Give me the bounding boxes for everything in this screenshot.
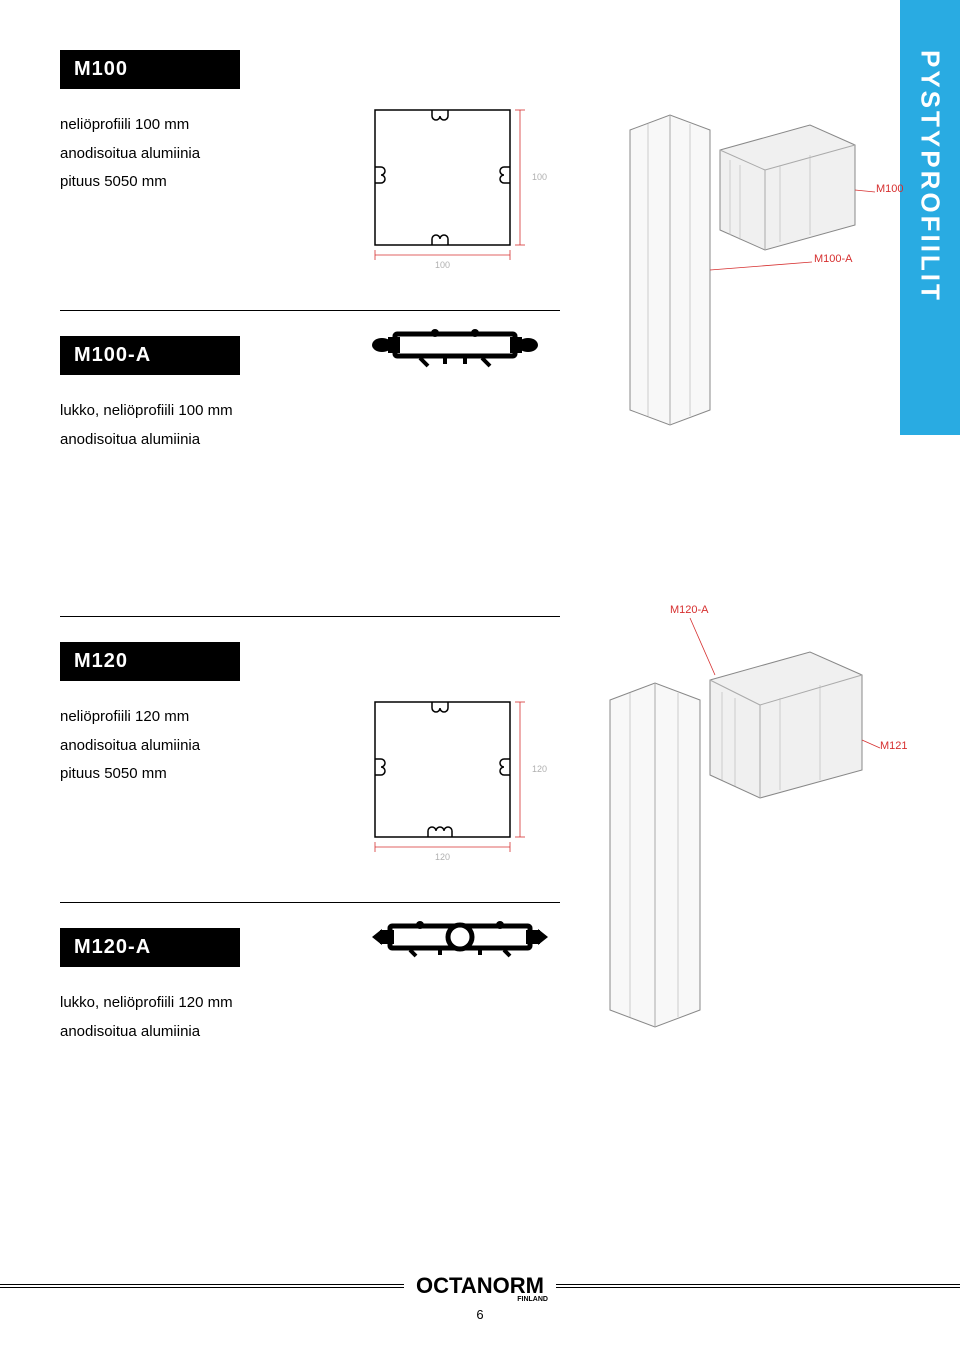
dim-h: 100	[532, 172, 547, 182]
divider	[60, 310, 560, 311]
brand-sub: FINLAND	[517, 1296, 548, 1303]
divider	[60, 616, 560, 617]
footer-rule	[0, 1284, 404, 1288]
lock-profile-diagram	[360, 908, 560, 973]
brand-text: OCTANORM	[416, 1273, 544, 1298]
page-number: 6	[476, 1307, 483, 1322]
dim-h: 120	[532, 764, 547, 774]
product-render-m100: M100 M100-A	[580, 70, 910, 440]
footer-rule	[556, 1284, 960, 1288]
square-profile-diagram: 120 120	[360, 687, 550, 872]
section-title: M100	[60, 50, 240, 89]
lock-profile-diagram	[360, 316, 550, 381]
section-title: M120-A	[60, 928, 240, 967]
render-label: M120-A	[670, 604, 709, 616]
product-render-m120: M120-A M121	[580, 610, 910, 1050]
dim-w: 120	[435, 852, 450, 862]
page-footer: OCTANORM FINLAND 6	[0, 1273, 960, 1322]
render-label: M100	[876, 183, 904, 195]
section-title: M100-A	[60, 336, 240, 375]
side-tab-label: PYSTYPROFIILIT	[915, 50, 946, 303]
dim-w: 100	[435, 260, 450, 270]
square-profile-diagram: 100 100	[360, 95, 550, 280]
section-title: M120	[60, 642, 240, 681]
render-label: M100-A	[814, 253, 853, 265]
render-label: M121	[880, 740, 908, 752]
divider	[60, 902, 560, 903]
footer-brand: OCTANORM FINLAND	[412, 1273, 548, 1299]
